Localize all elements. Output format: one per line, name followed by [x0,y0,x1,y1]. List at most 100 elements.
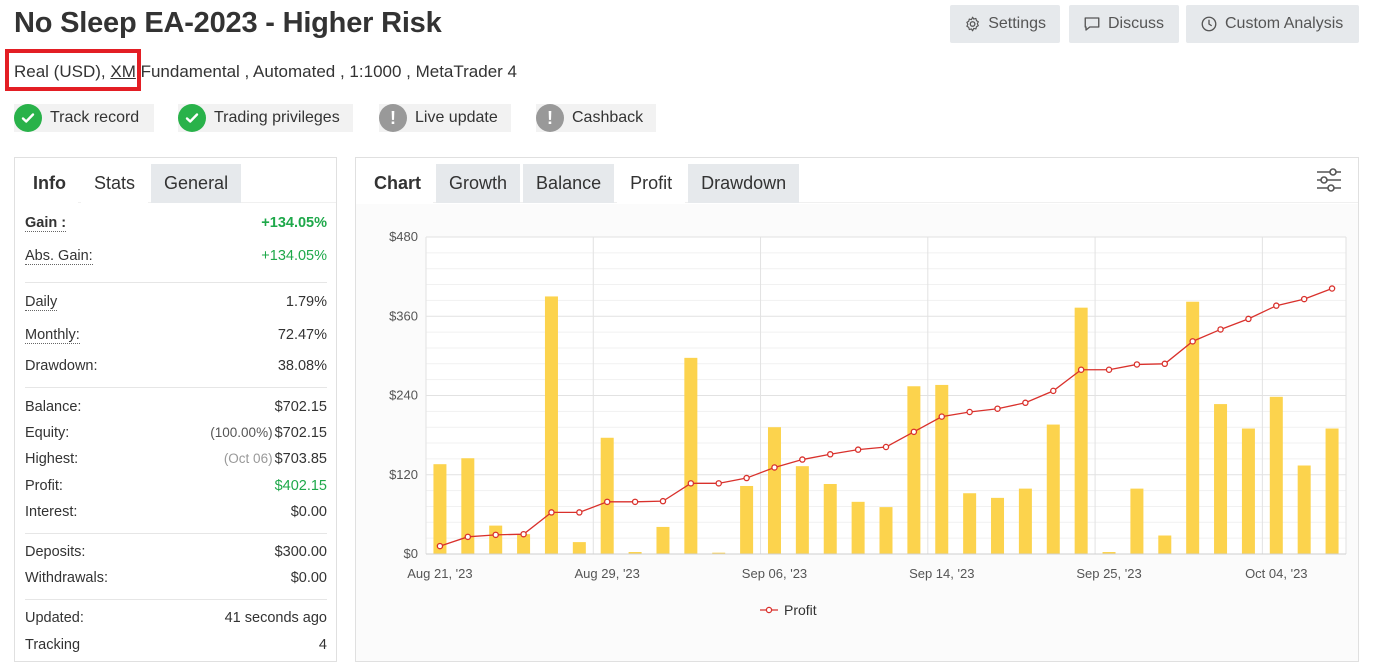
profit-bar [1102,552,1116,554]
tab-profit[interactable]: Profit [617,164,686,203]
stat-label[interactable]: Abs. Gain: [25,248,93,265]
profit-bar [461,458,475,554]
stat-monthly: Monthly: 72.47% [25,327,327,344]
profit-point [1273,302,1280,309]
profit-point [1300,295,1308,303]
profit-bar [935,384,949,554]
x-tick-label: Sep 25, '23 [1076,566,1141,581]
profit-bar [433,464,447,554]
tab-stats[interactable]: Stats [81,164,149,203]
profit-bar [517,534,531,554]
badge-label: Live update [415,109,498,126]
profit-bar [684,357,698,554]
profit-point [882,443,890,451]
stat-sub: (Oct 06) [223,451,273,466]
profit-bar [1130,488,1144,554]
stat-value: $702.15 [274,399,327,415]
x-tick-label: Sep 06, '23 [742,566,807,581]
stat-label: Highest: [25,451,79,467]
profit-point [520,530,527,538]
y-tick-label: $0 [404,546,418,561]
stat-abs-gain: Abs. Gain: +134.05% [25,248,327,265]
profit-point [1022,399,1029,407]
custom-analysis-label: Custom Analysis [1225,15,1344,32]
profit-bar [489,525,503,554]
profit-point [492,531,499,539]
stat-label: Interest: [25,504,78,520]
profit-bar [544,296,558,554]
legend-marker [765,606,773,614]
tab-growth[interactable]: Growth [436,164,521,203]
profit-point [659,497,667,505]
stat-value: $0.00 [290,504,327,520]
profit-bar [1046,424,1060,554]
account-subtitle: Real (USD), XM Fundamental , Automated ,… [14,62,517,82]
broker-link[interactable]: XM [110,62,136,81]
discuss-button[interactable]: Discuss [1069,5,1179,43]
profit-bar [1297,465,1311,554]
profit-point [576,509,583,516]
profit-point [436,542,444,550]
speech-bubble-icon [1084,17,1100,31]
custom-analysis-button[interactable]: Custom Analysis [1186,5,1359,43]
profit-bar [1325,428,1339,554]
clock-icon [1201,16,1217,32]
tab-balance[interactable]: Balance [523,164,615,203]
profit-bar [1214,404,1228,554]
stat-value: 38.08% [277,358,327,374]
check-icon [178,104,206,132]
stat-amount: $703.85 [274,451,327,467]
profit-point [1161,360,1169,368]
account-type: Real (USD), [14,62,111,81]
stat-label: Equity: [25,425,70,441]
profit-bar [1158,535,1172,554]
x-tick-label: Aug 21, '23 [407,566,472,581]
profit-bar [628,552,642,554]
check-icon [14,104,42,132]
divider [25,387,327,388]
tab-drawdown[interactable]: Drawdown [688,164,800,203]
stat-label: Updated: [25,610,84,626]
discuss-label: Discuss [1108,15,1165,32]
x-tick-label: Oct 04, '23 [1245,566,1307,581]
stat-value: +134.05% [261,248,327,264]
profit-point [938,413,946,420]
gear-icon [966,16,979,32]
badge-label: Cashback [572,109,644,126]
profit-point [743,474,750,482]
profit-bar [1241,428,1255,554]
divider [25,599,327,600]
page-title: No Sleep EA-2023 - Higher Risk [14,7,442,39]
y-tick-label: $240 [389,388,418,403]
profit-point [799,456,806,463]
badge-trading-privileges[interactable]: Trading privileges [178,104,353,132]
stat-label[interactable]: Daily [25,294,58,311]
x-tick-label: Sep 14, '23 [909,566,974,581]
stat-value: 4 [318,637,327,653]
badge-track-record[interactable]: Track record [14,104,154,132]
badge-cashback[interactable]: ! Cashback [536,104,656,132]
y-tick-label: $360 [389,308,418,323]
exclamation-icon: ! [536,104,564,132]
badge-live-update[interactable]: ! Live update [379,104,511,132]
settings-button[interactable]: Settings [950,5,1060,43]
profit-bar [963,493,977,554]
profit-point [1077,366,1085,373]
stat-label[interactable]: Monthly: [25,327,80,344]
tab-general[interactable]: General [151,164,242,203]
profit-point [1245,315,1252,323]
stat-label: Withdrawals: [25,570,108,586]
profit-point [687,480,695,487]
sliders-icon[interactable] [1316,168,1342,197]
stat-value: (Oct 06) $703.85 [224,451,327,467]
profit-point [1328,285,1336,292]
profit-bar [572,542,586,554]
chart-heading: Chart [356,164,434,203]
y-tick-label: $480 [389,229,418,244]
profit-bar [1018,488,1032,554]
stat-label: Deposits: [25,544,86,560]
profit-point [631,498,639,506]
stat-label[interactable]: Gain : [25,215,67,232]
chart-tabs: Chart Growth Balance Profit Drawdown [356,158,1358,203]
profit-bar [1269,396,1283,554]
